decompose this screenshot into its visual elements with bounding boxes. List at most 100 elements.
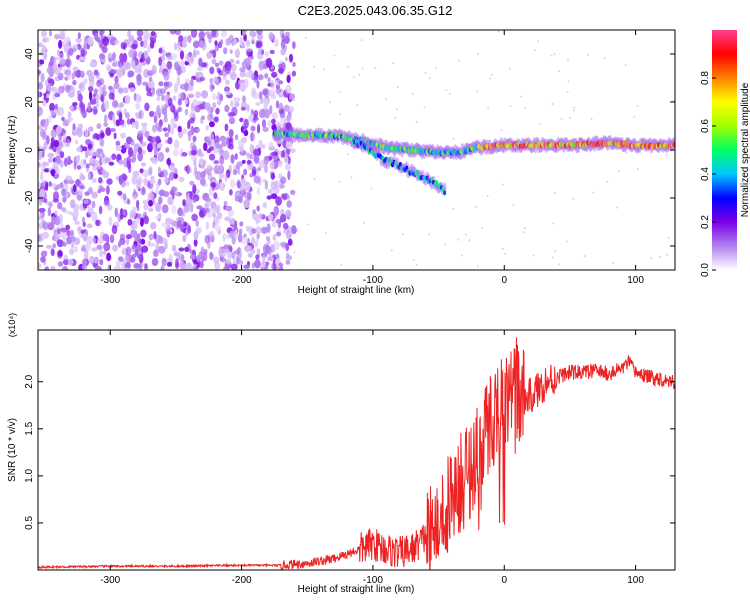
spectrogram-noise-cell xyxy=(82,232,88,242)
spectrogram-noise-cell xyxy=(199,152,204,158)
spectrogram-noise-cell xyxy=(247,252,253,258)
spectrogram-noise-cell xyxy=(239,117,244,123)
spectrogram-sparse-cell xyxy=(623,147,626,150)
spectrogram-noise-cell xyxy=(199,40,206,48)
spectrogram-noise-cell xyxy=(285,209,292,218)
spectrogram-noise-cell xyxy=(292,62,296,67)
spectrogram-noise-cell xyxy=(223,47,228,55)
spectrogram-noise-cell xyxy=(156,95,161,101)
spectrogram-noise-cell xyxy=(241,159,246,164)
spectrogram-noise-cell xyxy=(125,237,130,246)
spectrogram-sparse-cell xyxy=(567,59,569,62)
spectrogram-x-tick-label: 100 xyxy=(627,275,644,286)
spectrogram-noise-cell xyxy=(230,154,235,165)
colorbar-ticks: 0.0 0.2 0.4 0.6 0.8 xyxy=(700,71,716,277)
spectrogram-noise-cell xyxy=(251,166,257,175)
spectrogram-noise-cell xyxy=(117,241,121,248)
spectrogram-noise-cell xyxy=(161,237,168,245)
spectrogram-noise-cell xyxy=(94,33,99,41)
spectrogram-x-tick-label: 0 xyxy=(501,275,507,286)
spectrogram-noise-cell xyxy=(52,243,56,249)
spectrogram-sparse-cell xyxy=(363,221,366,224)
spectrogram-noise-cell xyxy=(166,157,171,166)
spectrogram-noise-cell xyxy=(166,60,173,70)
spectrogram-noise-cell xyxy=(256,248,260,254)
spectrogram-branch-cell xyxy=(441,186,445,192)
spectrogram-noise-cell xyxy=(144,130,150,138)
spectrogram-noise-cell xyxy=(41,44,47,54)
spectrogram-noise-cell xyxy=(99,30,105,35)
spectrogram-noise-cell xyxy=(191,213,198,222)
spectrogram-sparse-cell xyxy=(659,255,662,258)
spectrogram-noise-cell xyxy=(270,172,276,180)
spectrogram-noise-cell xyxy=(227,111,235,118)
spectrogram-noise-cell xyxy=(74,220,80,226)
spectrogram-noise-cell xyxy=(264,73,269,79)
spectrogram-noise-cell xyxy=(284,56,288,62)
spectrogram-noise-cell xyxy=(148,200,153,207)
spectrogram-noise-cell xyxy=(102,90,108,96)
spectrogram-noise-cell xyxy=(149,40,155,49)
spectrogram-noise-cell xyxy=(73,246,79,253)
spectrogram-noise-cell xyxy=(219,39,224,45)
spectrogram-noise-cell xyxy=(135,112,139,117)
spectrogram-noise-cell xyxy=(89,79,95,87)
spectrogram-noise-cell xyxy=(133,263,140,269)
spectrogram-noise-cell xyxy=(72,79,77,86)
spectrogram-noise-cell xyxy=(58,72,64,81)
spectrogram-noise-cell xyxy=(246,183,251,191)
spectrogram-noise-cell xyxy=(166,94,170,100)
spectrogram-noise-cell xyxy=(285,259,291,265)
spectrogram-noise-cell xyxy=(51,183,57,189)
spectrogram-noise-cell xyxy=(135,181,141,191)
spectrogram-noise-cell xyxy=(133,222,138,230)
spectrogram-noise-cell xyxy=(75,37,83,43)
spectrogram-sparse-cell xyxy=(346,65,349,68)
spectrogram-noise-cell xyxy=(104,157,111,163)
spectrogram-sparse-cell xyxy=(573,109,575,112)
spectrogram-sparse-cell xyxy=(415,263,418,266)
spectrogram-noise-cell xyxy=(134,65,139,74)
spectrogram-sparse-cell xyxy=(476,90,479,93)
spectrogram-noise-cell xyxy=(223,150,230,161)
spectrogram-noise-cell xyxy=(94,265,102,270)
spectrogram-noise-cell xyxy=(149,110,155,118)
spectrogram-x-tick-label: -100 xyxy=(363,275,383,286)
spectrogram-noise-cell xyxy=(237,139,245,148)
spectrogram-noise-cell xyxy=(122,210,126,216)
spectrogram-noise-cell xyxy=(54,92,61,98)
spectrogram-sparse-cell xyxy=(589,148,592,151)
spectrogram-sparse-cell xyxy=(457,238,460,241)
spectrogram-noise-cell xyxy=(281,194,288,201)
spectrogram-noise-cell xyxy=(38,124,44,131)
spectrogram-noise-cell xyxy=(172,109,179,115)
spectrogram-noise-cell xyxy=(88,150,92,157)
spectrogram-branch-cell xyxy=(430,176,434,182)
spectrogram-noise-cell xyxy=(162,222,166,228)
spectrogram-noise-cell xyxy=(229,71,237,81)
spectrogram-noise-cell xyxy=(104,100,110,110)
spectrogram-noise-cell xyxy=(112,113,116,124)
spectrogram-noise-cell xyxy=(287,170,291,181)
spectrogram-noise-cell xyxy=(109,234,115,244)
spectrogram-noise-cell xyxy=(137,151,143,162)
spectrogram-noise-cell xyxy=(158,56,163,67)
spectrogram-sparse-cell xyxy=(415,120,418,123)
spectrogram-noise-cell xyxy=(267,213,274,222)
spectrogram-noise-cell xyxy=(264,245,271,254)
spectrogram-noise-cell xyxy=(99,129,105,140)
spectrogram-sparse-cell xyxy=(428,233,430,236)
spectrogram-noise-cell xyxy=(198,157,204,165)
spectrogram-noise-cell xyxy=(200,76,206,82)
spectrogram-noise-cell xyxy=(280,39,286,50)
spectrogram-noise-cell xyxy=(136,73,142,82)
spectrogram-noise-cell xyxy=(292,41,296,49)
spectrogram-noise-cell xyxy=(99,139,105,147)
spectrogram-noise-cell xyxy=(83,36,88,46)
spectrogram-noise-cell xyxy=(87,172,91,181)
spectrogram-noise-cell xyxy=(42,231,49,239)
spectrogram-noise-cell xyxy=(273,154,280,163)
spectrogram-noise-cell xyxy=(182,199,186,207)
spectrogram-noise-cell xyxy=(161,94,165,102)
spectrogram-noise-cell xyxy=(269,160,275,170)
